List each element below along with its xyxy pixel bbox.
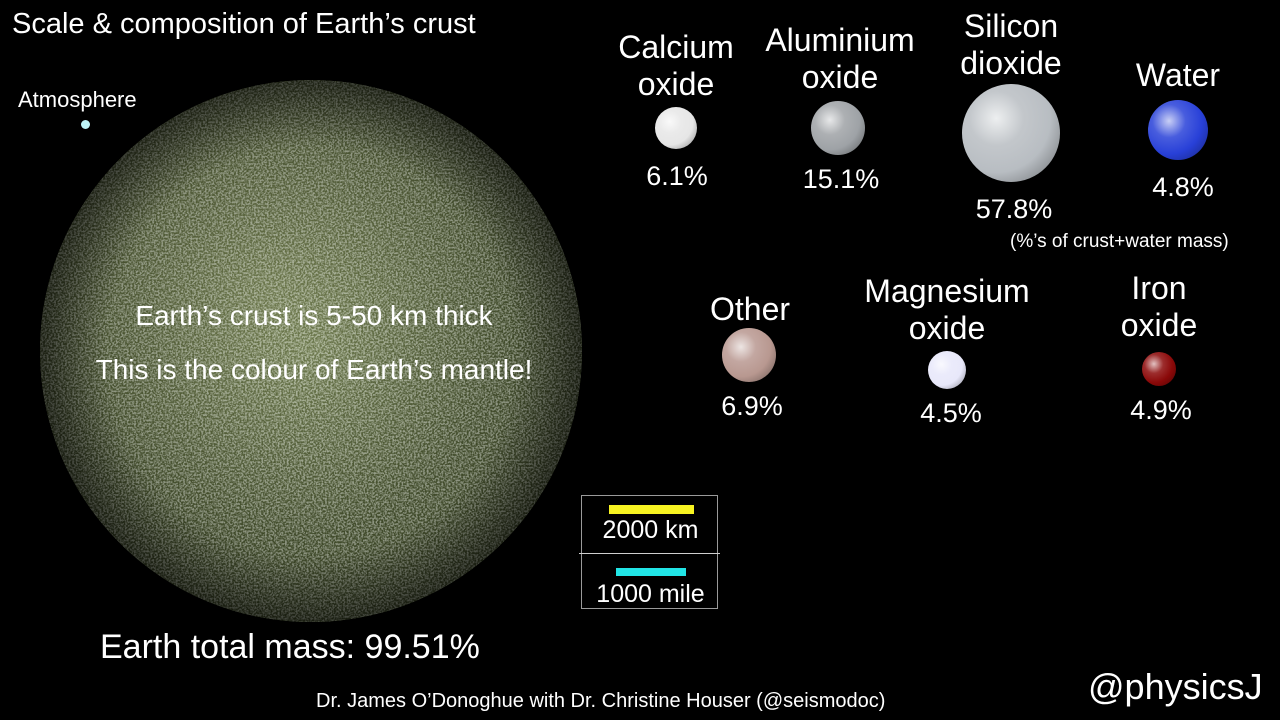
silicon-dioxide-name-line2: dioxide [960,45,1062,81]
aluminium-oxide-percent: 15.1% [802,164,880,194]
percent-note: (%’s of crust+water mass) [1010,231,1229,252]
calcium-oxide-name-line1: Calcium [618,29,734,65]
other-percent: 6.9% [721,391,783,421]
iron-oxide-name-line2: oxide [1120,307,1198,343]
silicon-dioxide-percent: 57.8% [975,194,1053,224]
water-sphere [1148,100,1208,160]
magnesium-oxide-name: Magnesium oxide [837,273,1057,347]
mantle-colour-text: This is the colour of Earth’s mantle! [95,354,533,385]
silicon-dioxide-name: Silicon dioxide [901,8,1121,82]
magnesium-oxide-sphere [928,351,966,389]
calcium-oxide-name-line2: oxide [637,66,715,102]
scale-label-mile: 1000 mile [596,580,705,608]
aluminium-oxide-name: Aluminium oxide [730,22,950,96]
aluminium-oxide-name-line2: oxide [801,59,879,95]
iron-oxide-name: Iron oxide [1049,270,1269,344]
scale-bar-km [609,505,694,514]
other-name: Other [640,291,860,328]
iron-oxide-percent: 4.9% [1130,395,1192,425]
magnesium-oxide-name-line1: Magnesium [864,273,1030,309]
author-handle: @physicsJ [1088,666,1263,707]
silicon-dioxide-sphere [962,84,1060,182]
scale-divider [579,553,720,554]
earth-texture [40,80,582,622]
calcium-oxide-name: Calcium oxide [566,29,786,103]
earth-total-mass: Earth total mass: 99.51% [100,628,480,666]
scale-legend: 2000 km 1000 mile [579,495,720,609]
iron-oxide-name-line1: Iron [1131,270,1187,306]
atmosphere-dot [81,120,90,129]
water-name-line1: Water [1135,57,1221,93]
credit-line: Dr. James O’Donoghue with Dr. Christine … [316,690,886,712]
other-sphere [722,328,776,382]
calcium-oxide-sphere [655,107,697,149]
water-percent: 4.8% [1152,172,1214,202]
iron-oxide-sphere [1142,352,1176,386]
crust-thickness-text: Earth’s crust is 5-50 km thick [135,300,493,331]
silicon-dioxide-name-line1: Silicon [963,8,1059,44]
other-name-line1: Other [709,291,791,327]
scale-label-km: 2000 km [602,516,699,544]
calcium-oxide-percent: 6.1% [646,161,708,191]
magnesium-oxide-percent: 4.5% [920,398,982,428]
magnesium-oxide-name-line2: oxide [908,310,986,346]
aluminium-oxide-name-line1: Aluminium [765,22,915,58]
page-title: Scale & composition of Earth’s crust [12,8,476,40]
earth-sphere [40,80,582,622]
water-name: Water [1068,57,1280,94]
scale-bar-mile [616,568,686,576]
aluminium-oxide-sphere [811,101,865,155]
atmosphere-label: Atmosphere [18,87,137,112]
